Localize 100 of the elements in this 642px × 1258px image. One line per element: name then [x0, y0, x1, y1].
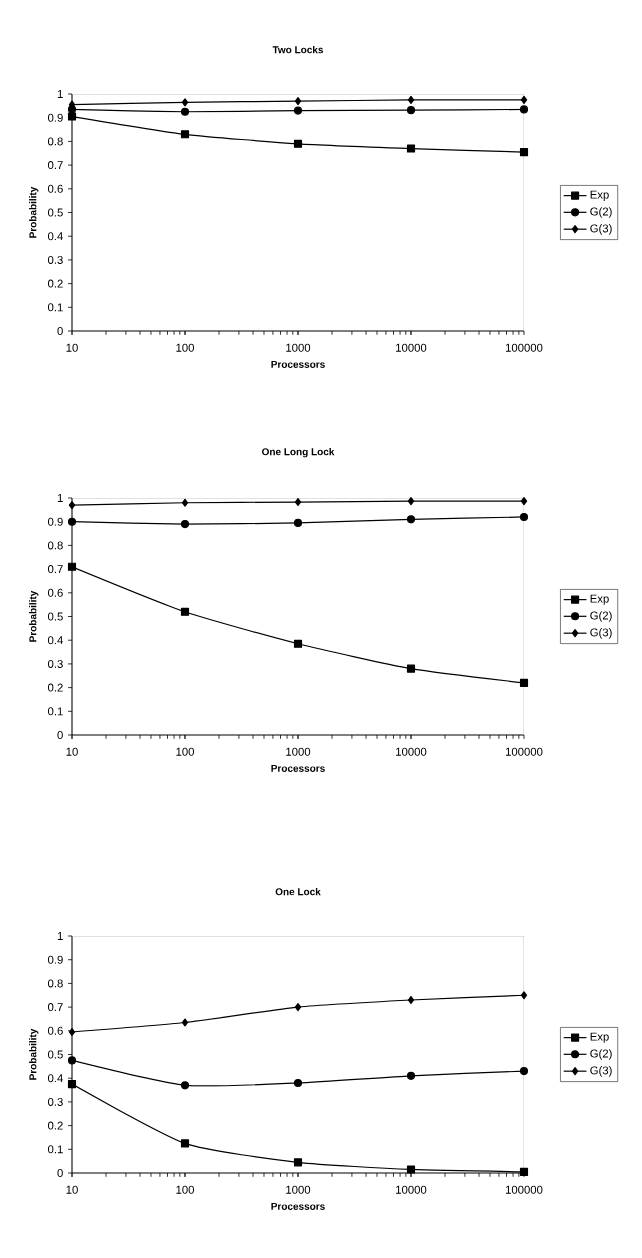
point [181, 498, 189, 507]
y-tick-label: 0.3 [47, 659, 63, 668]
x-axis-title: Processors [271, 360, 325, 368]
point [293, 139, 303, 148]
y-tick-label: 0.1 [47, 303, 63, 312]
x-tick-label: 10 [66, 343, 78, 352]
point [180, 607, 190, 616]
point [293, 1078, 303, 1088]
y-tick-label: 0.9 [47, 517, 63, 526]
y-tick-label: 0.7 [47, 1003, 63, 1012]
y-tick-label: 0 [57, 731, 63, 740]
y-tick-label: 0.4 [47, 1074, 63, 1083]
point [406, 1071, 416, 1080]
point [406, 1165, 416, 1174]
point [294, 497, 302, 507]
y-tick-label: 0.2 [47, 1121, 63, 1130]
y-tick-label: 0.3 [47, 255, 63, 264]
point [180, 520, 190, 529]
y-tick-label: 0.7 [47, 161, 63, 170]
x-tick-label: 10000 [396, 343, 427, 352]
y-tick-label: 0 [57, 1169, 63, 1178]
point [180, 1081, 190, 1090]
legend-label: Exp [590, 1032, 609, 1043]
point [68, 1027, 76, 1037]
y-tick-label: 0.6 [47, 588, 63, 597]
y-tick-label: 0.5 [47, 1050, 63, 1059]
y-tick-label: 0.2 [47, 683, 63, 692]
point [406, 144, 416, 153]
point [293, 106, 303, 115]
x-tick-label: 10000 [396, 1185, 427, 1194]
point [67, 1056, 77, 1065]
point [407, 995, 415, 1005]
y-axis-title: Probability [29, 1028, 39, 1080]
x-axis-title: Processors [271, 1202, 325, 1210]
x-tick-label: 10000 [396, 747, 427, 756]
chart-title: One Lock [275, 887, 321, 896]
legend-label: G(3) [590, 224, 612, 235]
y-tick-label: 0.3 [47, 1097, 63, 1106]
x-tick-label: 1000 [286, 747, 311, 756]
y-tick-label: 0.9 [47, 113, 63, 122]
point [294, 1003, 302, 1012]
legend-label: G(2) [590, 611, 612, 622]
y-tick-label: 1 [57, 932, 63, 940]
point [407, 95, 415, 105]
point [293, 1158, 303, 1167]
legend-label: Exp [590, 594, 609, 605]
point [68, 501, 76, 510]
y-tick-label: 0.8 [47, 541, 63, 550]
y-axis-title: Probability [29, 590, 39, 642]
point [180, 1139, 190, 1148]
y-tick-label: 0.1 [47, 1145, 63, 1154]
point [67, 1080, 77, 1089]
point [519, 148, 529, 157]
point [67, 517, 77, 526]
point [180, 107, 190, 116]
y-tick-label: 0 [57, 327, 63, 336]
point [520, 991, 528, 1000]
x-tick-label: 100 [176, 1185, 194, 1194]
legend-label: G(3) [590, 1066, 612, 1077]
legend-label: G(3) [590, 628, 612, 639]
point [180, 130, 190, 139]
y-axis-title: Probability [29, 186, 39, 238]
x-tick-label: 100000 [505, 1185, 543, 1194]
x-tick-label: 100000 [505, 343, 543, 352]
x-tick-label: 10 [66, 1185, 78, 1194]
point [406, 106, 416, 115]
point [406, 664, 416, 673]
y-tick-label: 0.6 [47, 1026, 63, 1035]
y-tick-label: 0.9 [47, 955, 63, 964]
point [407, 497, 415, 506]
point [519, 678, 529, 687]
point [67, 112, 77, 121]
y-tick-label: 0.8 [47, 137, 63, 146]
y-tick-label: 0.2 [47, 279, 63, 288]
y-tick-label: 1 [57, 90, 63, 98]
point [519, 512, 529, 522]
point [519, 1167, 529, 1176]
point [293, 639, 303, 648]
point [293, 518, 303, 527]
y-tick-label: 0.7 [47, 565, 63, 574]
x-tick-label: 1000 [286, 1185, 311, 1194]
y-tick-label: 0.4 [47, 232, 63, 241]
point [520, 497, 528, 506]
chart-title: Two Locks [272, 45, 324, 54]
x-tick-label: 100000 [505, 747, 543, 756]
x-tick-label: 100 [176, 343, 194, 352]
y-tick-label: 1 [57, 494, 63, 502]
x-tick-label: 100 [176, 747, 194, 756]
chart-title: One Long Lock [262, 447, 335, 458]
y-tick-label: 0.6 [47, 184, 63, 193]
legend-label: G(2) [590, 207, 612, 218]
point [181, 98, 189, 107]
x-tick-label: 1000 [286, 343, 311, 352]
y-tick-label: 0.4 [47, 636, 63, 645]
x-axis-title: Processors [271, 764, 325, 772]
point [519, 1067, 529, 1076]
y-tick-label: 0.8 [47, 979, 63, 988]
point [406, 515, 416, 524]
y-tick-label: 0.5 [47, 208, 63, 217]
legend-label: Exp [590, 190, 609, 201]
